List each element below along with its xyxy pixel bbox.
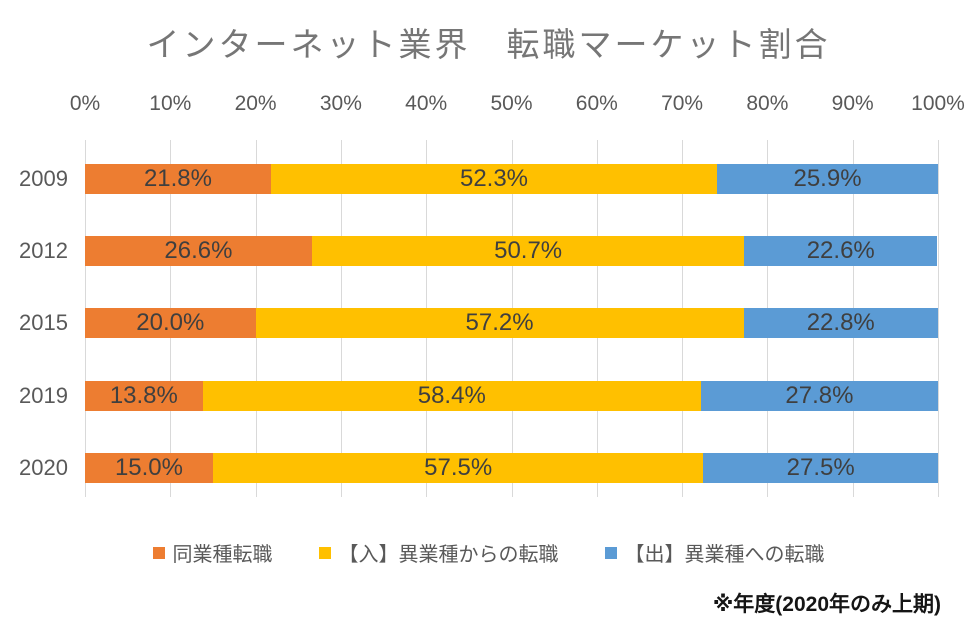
bar-value-label: 57.5% xyxy=(424,454,493,481)
bar-segment: 52.3% xyxy=(270,164,718,194)
bar-segment: 22.8% xyxy=(743,308,938,338)
bar-value-label: 13.8% xyxy=(109,382,178,409)
y-tick-label-2020: 2020 xyxy=(19,455,68,480)
bar-segment: 22.6% xyxy=(744,236,938,266)
legend: 同業種転職 【入】異業種からの転職 【出】異業種への転職 xyxy=(0,538,977,567)
bar-segment: 21.8% xyxy=(85,164,271,194)
bar-value-label: 25.9% xyxy=(793,165,862,192)
bar-segment: 26.6% xyxy=(85,236,312,266)
legend-swatch xyxy=(318,546,331,559)
x-tick-label: 30% xyxy=(319,92,362,115)
bar-segment: 20.0% xyxy=(85,308,256,338)
x-tick-label: 70% xyxy=(661,92,704,115)
bar-value-label: 58.4% xyxy=(417,382,486,409)
bar-value-label: 27.8% xyxy=(785,382,854,409)
bar-value-label: 15.0% xyxy=(114,454,183,481)
y-tick-label-2012: 2012 xyxy=(19,238,68,263)
legend-label: 【出】異業種への転職 xyxy=(624,544,825,566)
y-axis: 2009 2012 2015 2019 2020 xyxy=(0,140,70,497)
bar-segment: 25.9% xyxy=(717,164,938,194)
bar-value-label: 22.6% xyxy=(806,237,875,264)
bar-value-label: 20.0% xyxy=(136,309,205,336)
y-tick-label-2019: 2019 xyxy=(19,383,68,408)
plot-area: 21.8% 52.3% 25.9% 26.6% 50.7% 22.6% 20.0% 57.2%… xyxy=(85,140,939,497)
bar-value-label: 57.2% xyxy=(465,309,534,336)
bar-value-label: 26.6% xyxy=(164,237,233,264)
bar-value-label: 50.7% xyxy=(494,237,563,264)
x-tick-label: 0% xyxy=(69,92,101,115)
bar-segment: 15.0% xyxy=(85,453,213,483)
x-axis: 0% 10% 20% 30% 40% 50% 60% 70% 80% 90% 100% xyxy=(0,92,977,120)
x-tick-label: 60% xyxy=(575,92,618,115)
x-tick-label: 90% xyxy=(831,92,874,115)
bar-row-2019: 13.8% 58.4% 27.8% xyxy=(85,381,938,411)
bar-segment: 50.7% xyxy=(311,236,745,266)
y-tick-label-2015: 2015 xyxy=(19,310,68,335)
bar-segment: 27.8% xyxy=(700,381,938,411)
y-tick-label-2009: 2009 xyxy=(19,166,68,191)
x-tick-label: 80% xyxy=(746,92,789,115)
bar-segment: 58.4% xyxy=(202,381,701,411)
x-tick-label: 40% xyxy=(405,92,448,115)
legend-item: 【出】異業種への転職 xyxy=(604,538,825,567)
bar-segment: 27.5% xyxy=(703,453,938,483)
chart-title: インターネット業界 転職マーケット割合 xyxy=(146,26,831,63)
x-tick-label: 20% xyxy=(234,92,277,115)
x-tick-label: 10% xyxy=(149,92,192,115)
bar-value-label: 52.3% xyxy=(459,165,529,192)
bar-value-label: 27.5% xyxy=(786,454,855,481)
x-tick-label: 100% xyxy=(911,92,965,115)
bar-segment: 57.5% xyxy=(212,453,704,483)
legend-label: 【入】異業種からの転職 xyxy=(338,544,559,566)
bar-segment: 13.8% xyxy=(85,381,203,411)
x-tick-label: 50% xyxy=(490,92,533,115)
bar-row-2020: 15.0% 57.5% 27.5% xyxy=(85,453,938,483)
gridline xyxy=(938,140,939,497)
bar-row-2009: 21.8% 52.3% 25.9% xyxy=(85,164,938,194)
bar-segment: 57.2% xyxy=(255,308,744,338)
legend-label: 同業種転職 xyxy=(172,544,273,566)
bar-row-2012: 26.6% 50.7% 22.6% xyxy=(85,236,938,266)
legend-item: 同業種転職 xyxy=(152,538,273,567)
legend-swatch xyxy=(604,546,617,559)
footnote: ※年度(2020年のみ上期) xyxy=(712,593,941,616)
bar-value-label: 21.8% xyxy=(143,165,212,192)
bar-value-label: 22.8% xyxy=(806,309,875,336)
bar-row-2015: 20.0% 57.2% 22.8% xyxy=(85,308,938,338)
legend-swatch xyxy=(152,546,165,559)
legend-item: 【入】異業種からの転職 xyxy=(318,538,559,567)
